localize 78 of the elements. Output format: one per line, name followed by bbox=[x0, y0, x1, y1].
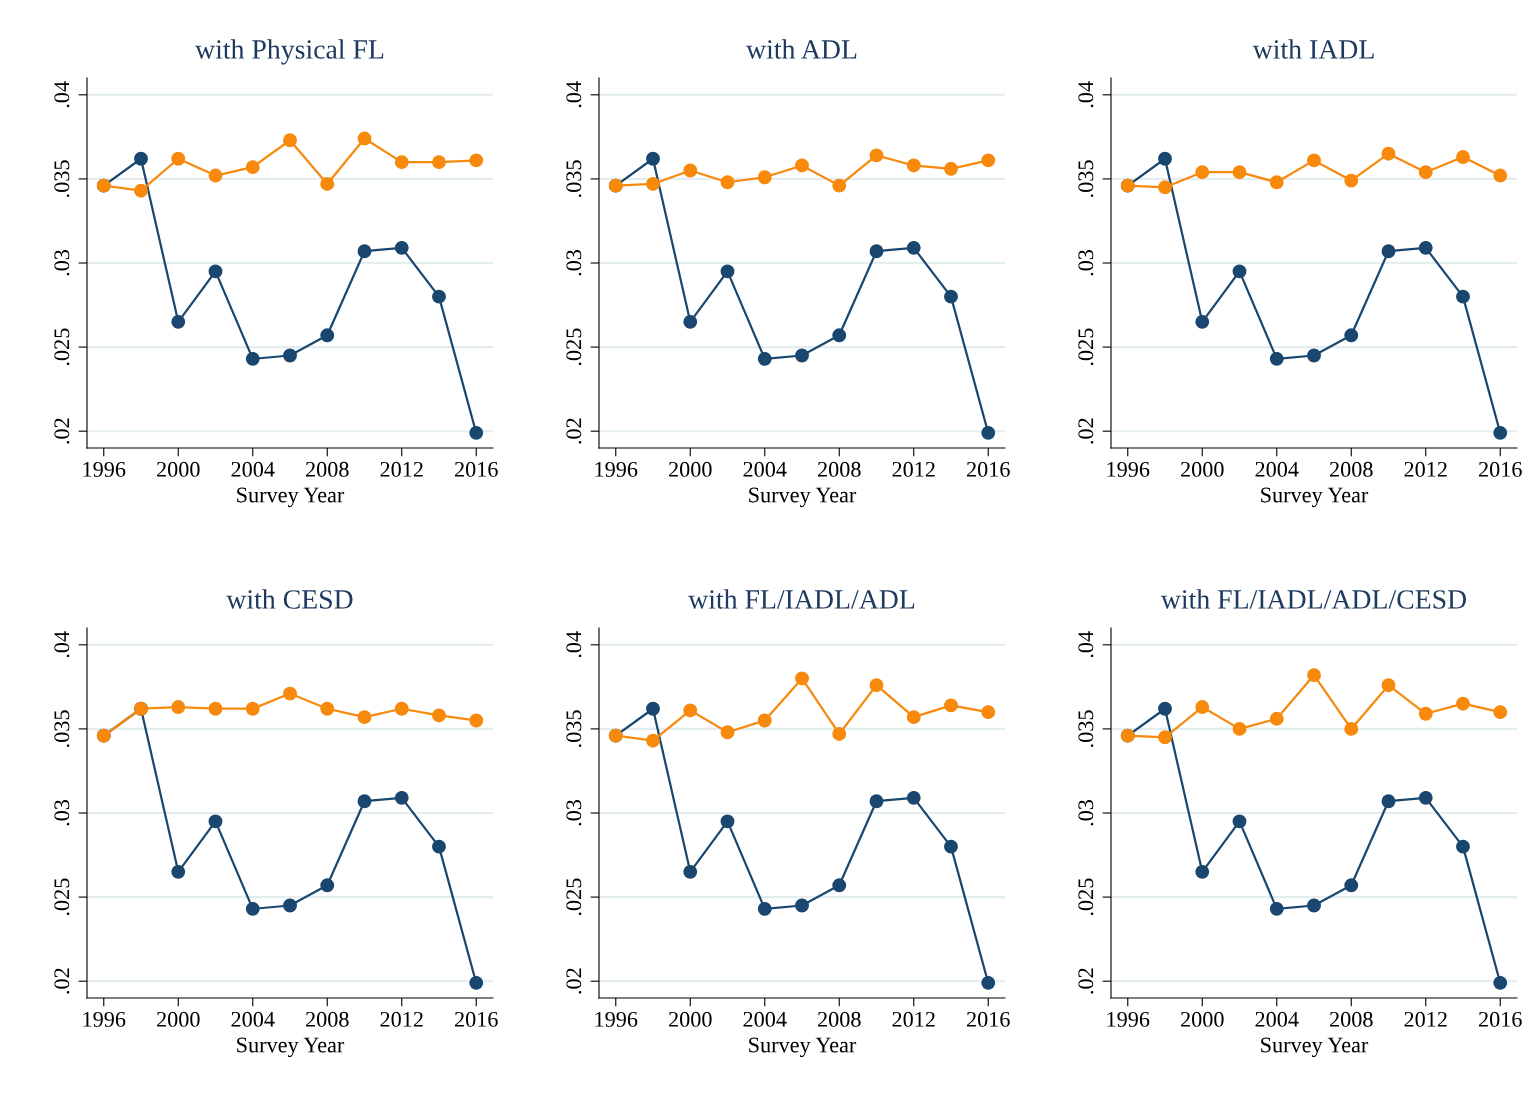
x-axis-title: Survey Year bbox=[1261, 1037, 1369, 1058]
x-tick-label: 2008 bbox=[306, 1011, 349, 1027]
x-tick-label: 2000 bbox=[1181, 461, 1224, 477]
x-tick-label: 2004 bbox=[231, 1011, 275, 1027]
chart-title: with Physical FL bbox=[195, 39, 384, 65]
x-tick-label: 2004 bbox=[743, 461, 787, 477]
y-tick-label: .04 bbox=[54, 81, 70, 108]
y-tick-label: .02 bbox=[1078, 418, 1094, 444]
y-tick-label: .035 bbox=[54, 160, 70, 197]
x-tick-label: 2008 bbox=[1330, 461, 1373, 477]
y-tick-label: .02 bbox=[54, 968, 70, 994]
chart-title: with FL/IADL/ADL/CESD bbox=[1160, 589, 1467, 609]
y-tick-label: .04 bbox=[1078, 631, 1094, 658]
y-tick-label: .03 bbox=[566, 249, 582, 276]
x-tick-label: 2008 bbox=[818, 461, 861, 477]
x-tick-label: 2000 bbox=[669, 1011, 712, 1027]
y-tick-label: .03 bbox=[566, 799, 582, 826]
x-tick-label: 2008 bbox=[1330, 1011, 1373, 1027]
y-tick-label: .025 bbox=[54, 878, 70, 916]
y-tick-label: .04 bbox=[566, 81, 582, 108]
x-tick-label: 2008 bbox=[818, 1011, 861, 1027]
x-tick-label: 2012 bbox=[380, 1011, 423, 1027]
x-tick-label: 2012 bbox=[1404, 1011, 1447, 1027]
y-tick-label: .025 bbox=[1078, 878, 1094, 916]
chart-title: with ADL bbox=[746, 39, 857, 59]
x-axis-title: Survey Year bbox=[749, 1037, 857, 1058]
x-tick-label: 2012 bbox=[892, 461, 935, 477]
x-tick-label: 1996 bbox=[1107, 461, 1150, 477]
y-tick-label: .02 bbox=[1078, 968, 1094, 994]
x-tick-label: 2012 bbox=[1404, 461, 1447, 477]
x-tick-label: 2016 bbox=[454, 1011, 498, 1027]
x-tick-label: 2000 bbox=[669, 461, 712, 477]
y-tick-label: .04 bbox=[1078, 81, 1094, 108]
y-tick-label: .04 bbox=[54, 631, 70, 658]
x-axis-title: Survey Year bbox=[237, 1037, 345, 1058]
chart-title: with CESD bbox=[226, 589, 353, 609]
y-tick-label: .025 bbox=[54, 328, 70, 366]
y-tick-label: .02 bbox=[566, 418, 582, 444]
y-tick-label: .035 bbox=[566, 710, 582, 747]
x-axis-title: Survey Year bbox=[1261, 487, 1369, 508]
x-tick-label: 2000 bbox=[157, 1011, 200, 1027]
x-tick-label: 2016 bbox=[454, 461, 498, 477]
chart-title: with IADL bbox=[1252, 39, 1374, 59]
y-tick-label: .035 bbox=[566, 160, 582, 197]
x-tick-label: 2016 bbox=[966, 461, 1010, 477]
x-tick-label: 1996 bbox=[595, 461, 638, 477]
x-axis-title: Survey Year bbox=[749, 487, 857, 508]
chart-title: with FL/IADL/ADL bbox=[688, 589, 915, 609]
x-tick-label: 2016 bbox=[966, 1011, 1010, 1027]
y-tick-label: .03 bbox=[1078, 249, 1094, 276]
x-tick-label: 2004 bbox=[743, 1011, 787, 1027]
y-tick-label: .035 bbox=[54, 710, 70, 747]
x-tick-label: 2012 bbox=[380, 461, 423, 477]
x-tick-label: 1996 bbox=[1107, 1011, 1150, 1027]
x-tick-label: 2000 bbox=[1181, 1011, 1224, 1027]
y-tick-label: .02 bbox=[54, 418, 70, 444]
y-tick-label: .03 bbox=[54, 249, 70, 276]
y-tick-label: .025 bbox=[1078, 328, 1094, 366]
y-tick-label: .04 bbox=[566, 631, 582, 658]
y-tick-label: .035 bbox=[1078, 160, 1094, 197]
x-tick-label: 2016 bbox=[1478, 461, 1522, 477]
y-tick-label: .02 bbox=[566, 968, 582, 994]
y-tick-label: .03 bbox=[1078, 799, 1094, 826]
x-tick-label: 2012 bbox=[892, 1011, 935, 1027]
x-tick-label: 2008 bbox=[306, 461, 349, 477]
x-tick-label: 2016 bbox=[1478, 1011, 1522, 1027]
x-axis-title: Survey Year bbox=[237, 487, 345, 508]
y-tick-label: .035 bbox=[1078, 710, 1094, 747]
x-tick-label: 1996 bbox=[595, 1011, 638, 1027]
x-tick-label: 2004 bbox=[1255, 461, 1299, 477]
x-tick-label: 2004 bbox=[231, 461, 275, 477]
y-tick-label: .025 bbox=[566, 878, 582, 916]
y-tick-label: .03 bbox=[54, 799, 70, 826]
x-tick-label: 1996 bbox=[83, 1011, 126, 1027]
x-tick-label: 2004 bbox=[1255, 1011, 1299, 1027]
x-tick-label: 2000 bbox=[157, 461, 200, 477]
x-tick-label: 1996 bbox=[83, 461, 126, 477]
y-tick-label: .025 bbox=[566, 328, 582, 366]
